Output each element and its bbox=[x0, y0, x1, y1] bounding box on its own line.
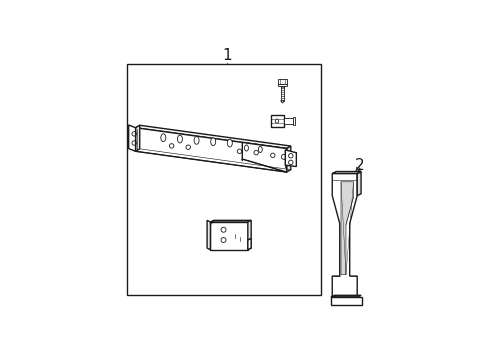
Ellipse shape bbox=[227, 139, 232, 147]
Bar bbox=[280, 86, 284, 101]
Ellipse shape bbox=[177, 135, 182, 143]
Ellipse shape bbox=[275, 119, 278, 123]
Polygon shape bbox=[280, 101, 284, 103]
Bar bbox=[330, 297, 362, 305]
Bar bbox=[277, 84, 287, 86]
Ellipse shape bbox=[258, 147, 262, 153]
Ellipse shape bbox=[161, 134, 165, 141]
Text: 2: 2 bbox=[355, 158, 364, 173]
Polygon shape bbox=[210, 222, 247, 250]
Ellipse shape bbox=[194, 136, 199, 144]
Text: 1: 1 bbox=[222, 48, 231, 63]
Polygon shape bbox=[247, 220, 251, 250]
Bar bbox=[284, 118, 292, 124]
Polygon shape bbox=[135, 125, 140, 151]
Bar bbox=[278, 79, 286, 84]
Ellipse shape bbox=[244, 145, 248, 151]
Polygon shape bbox=[331, 172, 360, 174]
Polygon shape bbox=[330, 295, 360, 297]
Ellipse shape bbox=[210, 138, 215, 145]
Bar bbox=[270, 115, 284, 127]
Polygon shape bbox=[135, 128, 286, 172]
Polygon shape bbox=[242, 143, 286, 172]
Polygon shape bbox=[128, 125, 135, 151]
Polygon shape bbox=[286, 146, 290, 172]
Polygon shape bbox=[331, 174, 356, 297]
Polygon shape bbox=[356, 172, 360, 195]
Polygon shape bbox=[135, 125, 290, 149]
Polygon shape bbox=[285, 150, 296, 167]
Polygon shape bbox=[207, 220, 210, 250]
Bar bbox=[127, 64, 321, 296]
Polygon shape bbox=[210, 220, 251, 222]
Bar bbox=[292, 117, 294, 125]
Polygon shape bbox=[340, 182, 353, 275]
Polygon shape bbox=[247, 238, 251, 250]
